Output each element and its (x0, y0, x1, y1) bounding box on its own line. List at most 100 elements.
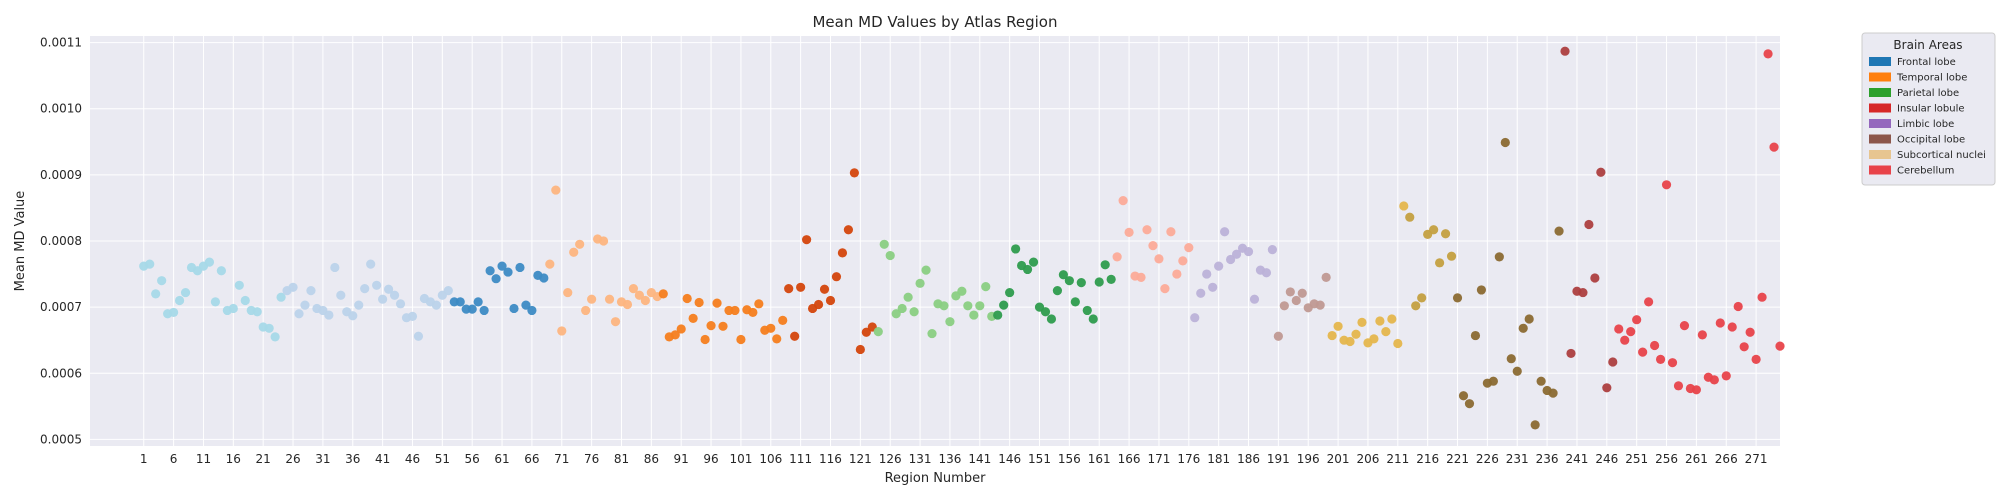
data-points (139, 46, 1785, 430)
y-tick-label: 0.0011 (40, 36, 82, 50)
data-point (157, 276, 167, 286)
data-point (1661, 180, 1672, 190)
data-point (1673, 381, 1684, 391)
legend-item-label: Insular lobule (1897, 104, 1965, 115)
data-point (1046, 314, 1057, 324)
x-tick-label: 246 (1595, 452, 1618, 466)
data-point (1458, 391, 1469, 401)
data-point (939, 301, 949, 311)
data-point (736, 334, 746, 345)
y-tick-label: 0.0006 (40, 366, 82, 380)
x-tick-label: 146 (998, 452, 1021, 466)
legend-item-label: Cerebellum (1897, 166, 1954, 177)
data-point (1058, 270, 1068, 280)
data-point (1500, 137, 1510, 148)
data-point (778, 315, 788, 325)
data-point (1530, 420, 1540, 430)
data-point (849, 168, 859, 178)
data-point (1411, 301, 1421, 311)
legend-items: Frontal lobe Temporal lobe Parietal lobe In… (1869, 57, 1986, 177)
data-point (1381, 326, 1391, 337)
x-tick-label: 21 (256, 452, 271, 466)
legend: Brain Areas Frontal lobe Temporal lobe Par… (1861, 32, 1996, 186)
data-point (1667, 358, 1678, 368)
legend-item-label: Parietal lobe (1897, 88, 1959, 99)
data-point (1064, 276, 1074, 286)
y-tick-label: 0.0007 (40, 300, 82, 314)
data-point (1220, 227, 1230, 237)
data-point (180, 287, 191, 298)
x-tick-label: 141 (968, 452, 991, 466)
x-tick-label: 116 (819, 452, 842, 466)
data-point (748, 307, 758, 318)
x-tick-label: 176 (1177, 452, 1200, 466)
data-point (1345, 336, 1355, 347)
data-point (1243, 246, 1254, 257)
data-point (228, 303, 238, 314)
data-point (610, 317, 621, 327)
legend-item-label: Subcortical nuclei (1897, 150, 1986, 161)
data-point (1333, 321, 1343, 331)
data-point (628, 284, 639, 294)
data-point (264, 323, 274, 333)
data-point (1172, 269, 1182, 279)
data-point (169, 307, 179, 318)
x-tick-label: 231 (1506, 452, 1529, 466)
data-point (407, 311, 418, 321)
data-point (569, 247, 579, 257)
data-point (598, 236, 609, 246)
data-point (658, 289, 668, 299)
data-point (1327, 330, 1337, 341)
data-point (1512, 366, 1522, 376)
data-point (145, 259, 155, 269)
data-point (1745, 327, 1755, 337)
data-point (1106, 274, 1116, 284)
y-tick-label: 0.0008 (40, 234, 82, 248)
data-point (975, 301, 985, 311)
legend-swatch (1869, 165, 1891, 175)
data-point (1464, 399, 1475, 409)
x-tick-label: 71 (554, 452, 569, 466)
x-tick-label: 266 (1715, 452, 1738, 466)
data-point (575, 239, 585, 249)
data-point (700, 334, 710, 345)
data-point (1757, 292, 1767, 302)
data-point (1590, 273, 1600, 283)
data-point (204, 257, 215, 267)
data-point (885, 250, 895, 261)
x-tick-label: 151 (1028, 452, 1051, 466)
data-point (515, 262, 525, 273)
data-point (927, 328, 937, 339)
data-point (1608, 357, 1618, 367)
x-tick-label: 121 (849, 452, 872, 466)
data-point (945, 317, 955, 327)
data-point (921, 265, 931, 275)
x-tick-label: 101 (729, 452, 752, 466)
data-point (1494, 252, 1504, 262)
data-point (210, 297, 221, 307)
data-point (676, 324, 686, 334)
data-point (372, 280, 382, 290)
data-point (712, 298, 722, 308)
data-point (1100, 260, 1110, 270)
data-point (1393, 338, 1403, 349)
data-point (1614, 324, 1624, 334)
x-tick-label: 96 (703, 452, 718, 466)
data-point (634, 290, 644, 300)
data-point (1249, 294, 1260, 304)
data-point (754, 299, 764, 309)
data-point (879, 239, 889, 249)
data-point (1267, 244, 1278, 255)
data-point (1214, 261, 1224, 271)
data-point (1088, 314, 1098, 324)
x-tick-label: 91 (674, 452, 689, 466)
data-point (348, 311, 358, 321)
data-point (1357, 317, 1367, 327)
x-tick-label: 46 (405, 452, 420, 466)
data-point (843, 225, 854, 235)
data-point (240, 295, 250, 306)
data-point (288, 282, 298, 292)
data-point (306, 285, 316, 296)
data-point (855, 344, 865, 355)
data-point (563, 287, 573, 298)
